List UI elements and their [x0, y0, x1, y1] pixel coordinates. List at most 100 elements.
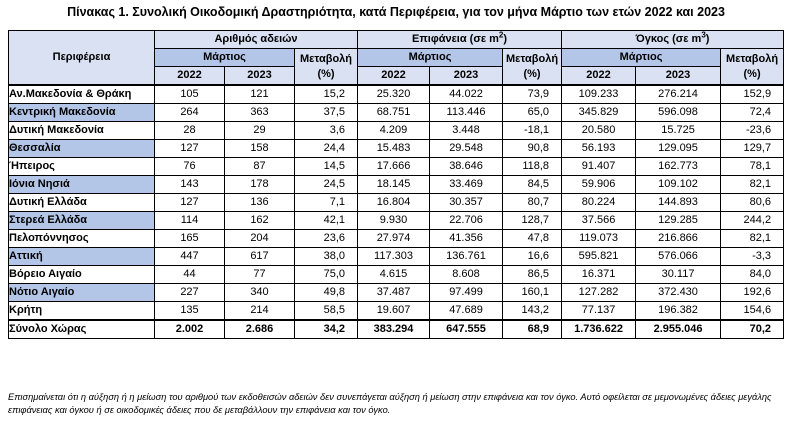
cell-v22: 16.371 — [561, 265, 637, 284]
cell-p23: 29 — [224, 121, 295, 140]
cell-a22: 4.209 — [357, 121, 431, 140]
table-row: Δυτική Ελλάδα 127 136 7,1 16.804 30.357 80,7 80… — [8, 193, 785, 212]
cell-p23: 162 — [224, 211, 295, 230]
permits-month-header: Μάρτιος — [154, 48, 295, 67]
cell-a22: 117.303 — [357, 247, 431, 266]
area-2022-header: 2022 — [357, 66, 431, 86]
cell-p22: 227 — [154, 283, 225, 302]
cell-p23: 121 — [224, 84, 295, 104]
cell-v23: 372.430 — [635, 283, 722, 302]
cell-a22: 383.294 — [357, 319, 431, 339]
cell-p23: 2.686 — [224, 319, 295, 339]
area-2023-header: 2023 — [429, 66, 504, 86]
cell-a23: 8.608 — [429, 265, 504, 284]
cell-v23: 109.102 — [635, 175, 722, 194]
cell-p22: 76 — [154, 157, 225, 176]
cell-pch: 38,0 — [293, 247, 359, 266]
cell-ach: 84,5 — [502, 175, 563, 194]
cell-pch: 7,1 — [293, 193, 359, 212]
volume-change-header: Μεταβολή (%) — [720, 48, 785, 86]
region-name: Κρήτη — [8, 301, 155, 321]
cell-p23: 363 — [224, 103, 295, 122]
cell-v23: 144.893 — [635, 193, 722, 212]
cell-p22: 127 — [154, 193, 225, 212]
region-name: Ιόνια Νησιά — [8, 175, 155, 194]
cell-p23: 87 — [224, 157, 295, 176]
cell-v22: 91.407 — [561, 157, 637, 176]
cell-a23: 3.448 — [429, 121, 504, 140]
cell-a22: 27.974 — [357, 229, 431, 248]
cell-v22: 1.736.622 — [561, 319, 637, 339]
table-row: Αττική 447 617 38,0 117.303 136.761 16,6 595.82… — [8, 247, 785, 266]
cell-v22: 20.580 — [561, 121, 637, 140]
cell-ach: 143,2 — [502, 301, 563, 321]
cell-ach: 160,1 — [502, 283, 563, 302]
region-name: Κεντρική Μακεδονία — [8, 103, 155, 122]
region-name: Ήπειρος — [8, 157, 155, 176]
cell-p22: 143 — [154, 175, 225, 194]
cell-ach: 90,8 — [502, 139, 563, 158]
permits-2022-header: 2022 — [154, 66, 225, 86]
cell-a22: 19.607 — [357, 301, 431, 321]
cell-p23: 214 — [224, 301, 295, 321]
cell-pch: 14,5 — [293, 157, 359, 176]
cell-pch: 42,1 — [293, 211, 359, 230]
cell-v23: 15.725 — [635, 121, 722, 140]
cell-v23: 216.866 — [635, 229, 722, 248]
volume-2023-header: 2023 — [635, 66, 722, 86]
region-name: Δυτική Ελλάδα — [8, 193, 155, 212]
table-row: Θεσσαλία 127 158 24,4 15.483 29.548 90,8 56.193… — [8, 139, 785, 158]
table-row: Κεντρική Μακεδονία 264 363 37,5 68.751 113.44… — [8, 103, 785, 122]
cell-v22: 119.073 — [561, 229, 637, 248]
cell-a23: 647.555 — [429, 319, 504, 339]
cell-vch: 152,9 — [720, 84, 785, 104]
cell-a23: 113.446 — [429, 103, 504, 122]
cell-a22: 18.145 — [357, 175, 431, 194]
cell-p23: 158 — [224, 139, 295, 158]
region-name: Δυτική Μακεδονία — [8, 121, 155, 140]
region-name: Πελοπόννησος — [8, 229, 155, 248]
permits-2023-header: 2023 — [224, 66, 295, 86]
cell-v23: 129.095 — [635, 139, 722, 158]
cell-a23: 47.689 — [429, 301, 504, 321]
table-row: Πελοπόννησος 165 204 23,6 27.974 41.356 47,8 11… — [8, 229, 785, 248]
cell-a23: 97.499 — [429, 283, 504, 302]
cell-p22: 264 — [154, 103, 225, 122]
cell-pch: 23,6 — [293, 229, 359, 248]
table-body: Αν.Μακεδονία & Θράκη 105 121 15,2 25.320 44.0… — [8, 84, 785, 339]
cell-p22: 447 — [154, 247, 225, 266]
cell-p23: 204 — [224, 229, 295, 248]
cell-ach: 86,5 — [502, 265, 563, 284]
region-name: Αν.Μακεδονία & Θράκη — [8, 84, 155, 104]
cell-a22: 25.320 — [357, 84, 431, 104]
region-name: Σύνολο Χώρας — [8, 319, 155, 339]
area-header: Επιφάνεια (σε m2) — [357, 30, 563, 49]
region-name: Αττική — [8, 247, 155, 266]
cell-ach: 128,7 — [502, 211, 563, 230]
cell-v23: 276.214 — [635, 84, 722, 104]
cell-vch: 129,7 — [720, 139, 785, 158]
cell-pch: 15,2 — [293, 84, 359, 104]
cell-a22: 9.930 — [357, 211, 431, 230]
table-row: Ιόνια Νησιά 143 178 24,5 18.145 33.469 84,5 59.… — [8, 175, 785, 194]
cell-p23: 178 — [224, 175, 295, 194]
cell-ach: 80,7 — [502, 193, 563, 212]
cell-vch: 80,6 — [720, 193, 785, 212]
region-name: Θεσσαλία — [8, 139, 155, 158]
table-row: Ήπειρος 76 87 14,5 17.666 38.646 118,8 91.407 16… — [8, 157, 785, 176]
cell-pch: 49,8 — [293, 283, 359, 302]
permits-change-header: Μεταβολή (%) — [293, 48, 359, 86]
cell-vch: -3,3 — [720, 247, 785, 266]
cell-pch: 58,5 — [293, 301, 359, 321]
cell-vch: 84,0 — [720, 265, 785, 284]
table-row: Κρήτη 135 214 58,5 19.607 47.689 143,2 77.137 19… — [8, 301, 785, 321]
region-name: Στερεά Ελλάδα — [8, 211, 155, 230]
cell-v22: 345.829 — [561, 103, 637, 122]
cell-v22: 56.193 — [561, 139, 637, 158]
cell-p22: 105 — [154, 84, 225, 104]
cell-v22: 109.233 — [561, 84, 637, 104]
cell-vch: 82,1 — [720, 175, 785, 194]
cell-vch: 154,6 — [720, 301, 785, 321]
cell-v22: 80.224 — [561, 193, 637, 212]
cell-p23: 340 — [224, 283, 295, 302]
